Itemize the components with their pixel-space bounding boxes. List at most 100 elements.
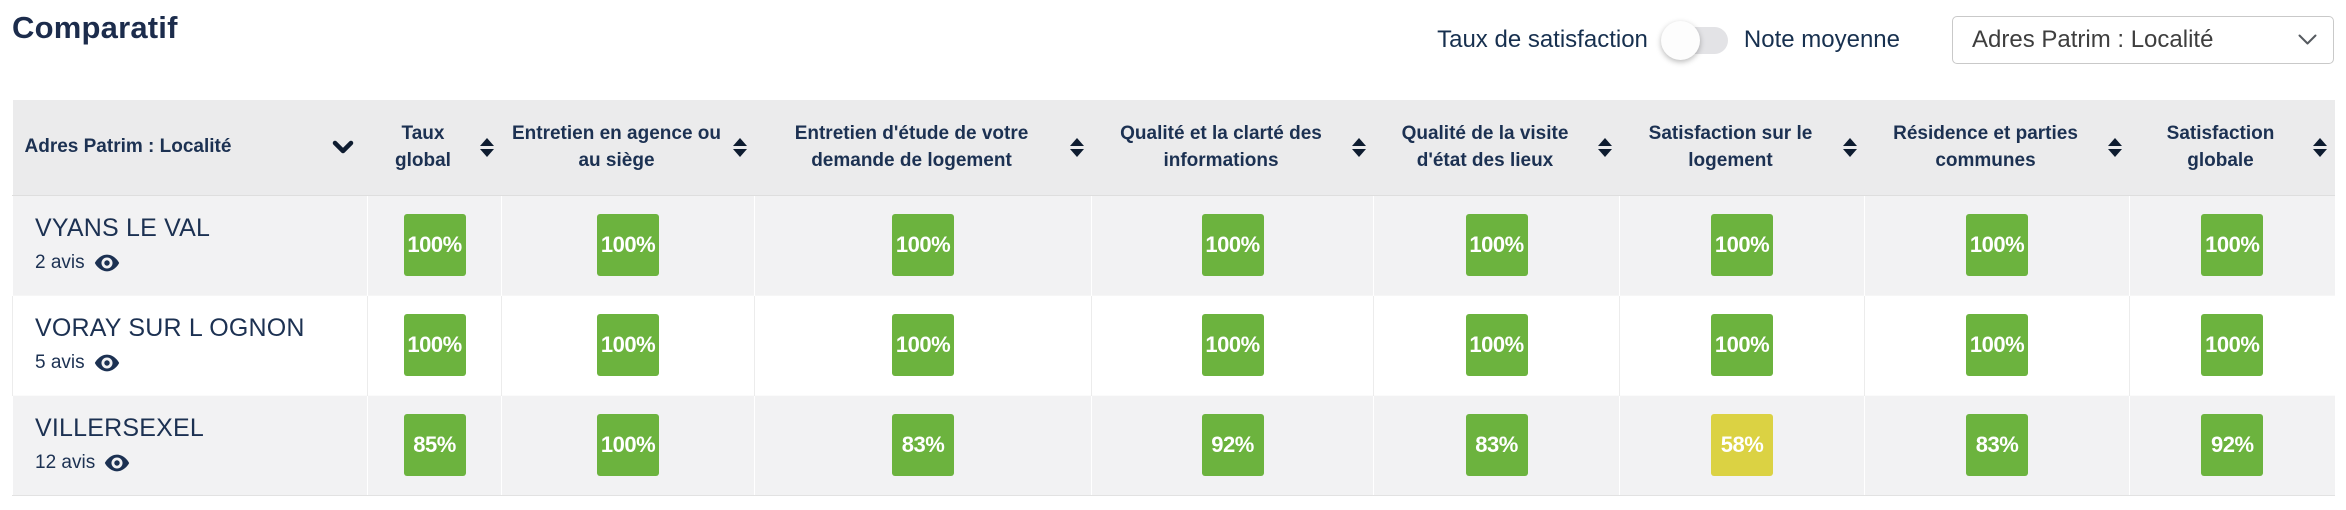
score-cell: 100% [754, 194, 1092, 295]
column-header-3[interactable]: Entretien d'étude de votre demande de lo… [754, 100, 1092, 196]
score-cell: 100% [501, 394, 755, 496]
score-cell: 83% [1373, 394, 1620, 496]
table-row: VILLERSEXEL 12 avis 85% 100% 83% 92% 83% 58% 83%… [12, 394, 2335, 496]
score-badge: 58% [1711, 414, 1773, 476]
toggle-knob[interactable] [1660, 20, 1700, 60]
sort-both-icon [732, 137, 747, 157]
score-cell: 58% [1619, 394, 1865, 496]
column-header-label: Entretien en agence ou au siège [511, 122, 722, 172]
score-badge: 100% [597, 314, 659, 376]
score-badge: 100% [1966, 314, 2028, 376]
sort-both-icon [479, 137, 494, 157]
column-header-5[interactable]: Qualité de la visite d'état des lieux [1373, 100, 1620, 196]
score-cell: 92% [2129, 394, 2335, 496]
reviews-count-label: 12 avis [35, 452, 96, 473]
score-cell: 100% [1373, 294, 1620, 395]
table-row: VYANS LE VAL 2 avis 100% 100% 100% 100% 100% 10… [12, 194, 2335, 295]
score-cell: 100% [1619, 294, 1865, 395]
score-badge: 100% [403, 314, 466, 376]
locality-cell: VILLERSEXEL 12 avis [12, 394, 368, 496]
column-header-content: Adres Patrim : Localité [13, 133, 368, 161]
score-badge: 85% [403, 414, 466, 476]
page-title: Comparatif [12, 10, 178, 45]
column-header-content: Satisfaction globale [2130, 120, 2335, 175]
sort-both-icon [1842, 137, 1857, 157]
reviews-count: 12 avis [35, 450, 367, 476]
score-cell: 83% [1864, 394, 2130, 496]
table-body: VYANS LE VAL 2 avis 100% 100% 100% 100% 100% 10… [12, 194, 2335, 496]
score-badge: 100% [892, 314, 954, 376]
locality-cell: VORAY SUR L OGNON 5 avis [12, 294, 368, 395]
group-by-select[interactable]: Adres Patrim : Localité [1952, 16, 2334, 64]
column-header-group[interactable]: Adres Patrim : Localité [12, 100, 368, 196]
sort-both-icon [2107, 137, 2122, 157]
group-by-select-value: Adres Patrim : Localité [1972, 26, 2214, 53]
column-header-2[interactable]: Entretien en agence ou au siège [501, 100, 755, 196]
sort-both-icon [1597, 137, 1612, 157]
metric-toggle[interactable] [1660, 20, 1728, 60]
locality-name: VORAY SUR L OGNON [35, 314, 305, 342]
view-controls: Taux de satisfaction Note moyenne Adres … [1437, 16, 2334, 64]
score-badge: 83% [1465, 414, 1528, 476]
score-badge: 100% [2201, 214, 2264, 276]
chevron-down-icon [2298, 34, 2317, 45]
column-header-label: Entretien d'étude de votre demande de lo… [794, 122, 1029, 172]
average-note-label: Note moyenne [1743, 26, 1900, 53]
column-header-4[interactable]: Qualité et la clarté des informations [1091, 100, 1374, 196]
reviews-count-label: 2 avis [35, 252, 85, 273]
locality-name: VILLERSEXEL [35, 414, 204, 442]
column-header-content: Entretien en agence ou au siège [502, 120, 755, 175]
column-header-content: Résidence et parties communes [1865, 120, 2130, 175]
eye-icon[interactable] [104, 450, 130, 476]
column-header-content: Qualité et la clarté des informations [1092, 120, 1374, 175]
score-cell: 100% [1619, 194, 1865, 295]
score-badge: 100% [403, 214, 466, 276]
score-badge: 83% [892, 414, 954, 476]
score-badge: 100% [1465, 314, 1528, 376]
score-cell: 100% [367, 194, 502, 295]
table-header-row: Adres Patrim : Localité Taux global Entret… [12, 100, 2335, 196]
sort-both-icon [1351, 137, 1366, 157]
score-badge: 100% [1711, 214, 1773, 276]
score-badge: 100% [597, 414, 659, 476]
sort-both-icon [1069, 137, 1084, 157]
eye-icon[interactable] [94, 350, 120, 376]
top-bar: Comparatif Taux de satisfaction Note moy… [0, 0, 2346, 100]
score-cell: 100% [1864, 294, 2130, 395]
satisfaction-rate-label: Taux de satisfaction [1437, 26, 1648, 53]
score-cell: 100% [1091, 294, 1374, 395]
reviews-count: 5 avis [35, 350, 367, 376]
column-header-label: Résidence et parties communes [1893, 122, 2078, 172]
column-header-label: Satisfaction sur le logement [1648, 122, 1813, 172]
column-header-label: Qualité et la clarté des informations [1120, 122, 1322, 172]
column-header-8[interactable]: Satisfaction globale [2129, 100, 2335, 196]
score-cell: 100% [367, 294, 502, 395]
score-badge: 83% [1966, 414, 2028, 476]
score-badge: 100% [1465, 214, 1528, 276]
column-header-content: Taux global [368, 120, 502, 175]
column-header-6[interactable]: Satisfaction sur le logement [1619, 100, 1865, 196]
column-header-label: Qualité de la visite d'état des lieux [1401, 122, 1569, 172]
column-header-1[interactable]: Taux global [367, 100, 502, 196]
score-badge: 92% [2201, 414, 2264, 476]
score-cell: 100% [1864, 194, 2130, 295]
score-cell: 100% [501, 194, 755, 295]
score-cell: 100% [501, 294, 755, 395]
comparatif-table: Adres Patrim : Localité Taux global Entret… [12, 100, 2335, 496]
column-header-content: Entretien d'étude de votre demande de lo… [755, 120, 1092, 175]
score-cell: 100% [754, 294, 1092, 395]
locality-cell: VYANS LE VAL 2 avis [12, 194, 368, 295]
score-cell: 100% [2129, 294, 2335, 395]
score-cell: 100% [2129, 194, 2335, 295]
score-badge: 100% [1966, 214, 2028, 276]
score-cell: 100% [1373, 194, 1620, 295]
column-header-7[interactable]: Résidence et parties communes [1864, 100, 2130, 196]
locality-name: VYANS LE VAL [35, 214, 211, 242]
score-cell: 92% [1091, 394, 1374, 496]
sort-both-icon [2312, 137, 2327, 157]
score-badge: 100% [1711, 314, 1773, 376]
score-badge: 100% [1201, 314, 1264, 376]
score-cell: 85% [367, 394, 502, 496]
score-badge: 92% [1201, 414, 1264, 476]
eye-icon[interactable] [94, 250, 120, 276]
